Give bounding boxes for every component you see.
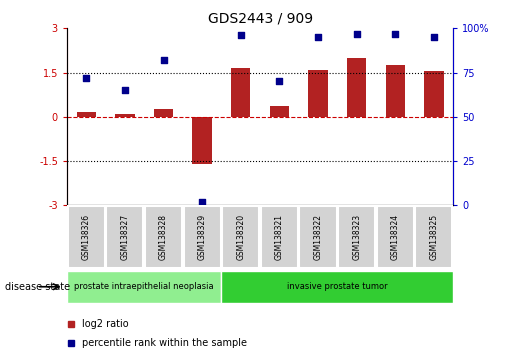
Point	[121, 87, 129, 93]
Point	[159, 57, 167, 63]
Point	[82, 75, 91, 81]
FancyBboxPatch shape	[106, 206, 143, 268]
Bar	[231, 68, 250, 117]
Bar	[115, 114, 134, 117]
Text: GSM138321: GSM138321	[275, 214, 284, 260]
FancyBboxPatch shape	[376, 206, 414, 268]
Text: GSM138324: GSM138324	[391, 214, 400, 260]
Bar	[270, 107, 289, 117]
Point	[275, 79, 283, 84]
Point	[391, 31, 400, 36]
Bar	[154, 109, 173, 117]
Text: GSM138329: GSM138329	[198, 214, 207, 260]
Text: prostate intraepithelial neoplasia: prostate intraepithelial neoplasia	[74, 282, 214, 291]
FancyBboxPatch shape	[415, 206, 452, 268]
Point	[236, 33, 245, 38]
Bar	[386, 65, 405, 117]
Text: disease state: disease state	[5, 282, 70, 292]
Point	[430, 34, 438, 40]
Text: GSM138326: GSM138326	[82, 214, 91, 260]
FancyBboxPatch shape	[67, 206, 105, 268]
Bar	[424, 71, 443, 117]
Bar	[308, 70, 328, 117]
Text: GSM138325: GSM138325	[430, 214, 438, 260]
Bar	[77, 113, 96, 117]
Text: log2 ratio: log2 ratio	[82, 319, 129, 329]
FancyBboxPatch shape	[183, 206, 220, 268]
Point	[314, 34, 322, 40]
Text: percentile rank within the sample: percentile rank within the sample	[82, 338, 247, 348]
FancyBboxPatch shape	[67, 271, 221, 303]
FancyBboxPatch shape	[338, 206, 375, 268]
Text: GSM138322: GSM138322	[314, 214, 322, 260]
Text: GSM138323: GSM138323	[352, 214, 361, 260]
Bar	[193, 117, 212, 164]
Title: GDS2443 / 909: GDS2443 / 909	[208, 12, 313, 26]
Point	[352, 31, 360, 36]
Text: GSM138328: GSM138328	[159, 214, 168, 260]
FancyBboxPatch shape	[261, 206, 298, 268]
Text: GSM138327: GSM138327	[121, 214, 129, 260]
Bar	[347, 58, 366, 117]
Text: GSM138320: GSM138320	[236, 214, 245, 260]
FancyBboxPatch shape	[145, 206, 182, 268]
FancyBboxPatch shape	[222, 206, 259, 268]
Text: invasive prostate tumor: invasive prostate tumor	[287, 282, 388, 291]
FancyBboxPatch shape	[299, 206, 337, 268]
FancyBboxPatch shape	[221, 271, 453, 303]
Point	[198, 199, 206, 205]
